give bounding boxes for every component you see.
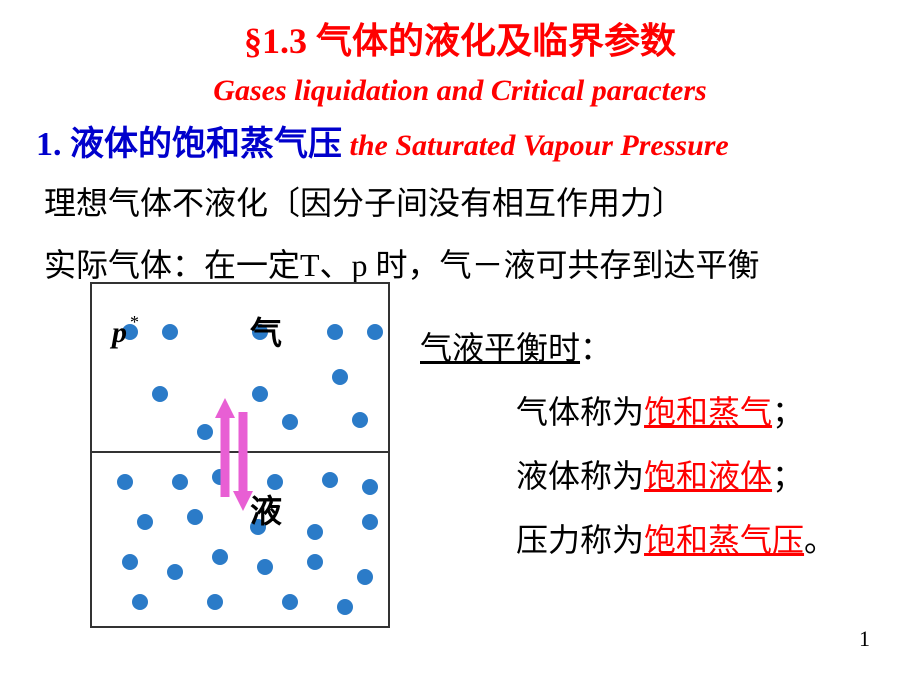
- saturated-liquid-term: 饱和液体: [644, 458, 772, 494]
- subtitle-english: Gases liquidation and Critical paracters: [0, 74, 920, 108]
- equilibrium-line-3: 液体称为饱和液体；: [420, 444, 836, 508]
- equilibrium-term: 气液平衡时: [420, 330, 580, 366]
- section-title: §1.3 气体的液化及临界参数: [0, 0, 920, 64]
- svg-text:p: p: [109, 316, 127, 349]
- svg-text:液: 液: [250, 493, 282, 529]
- saturated-vapor-pressure-term: 饱和蒸气压: [644, 522, 804, 558]
- heading1-english: the Saturated Vapour Pressure: [342, 129, 729, 162]
- equilibrium-line-2: 气体称为饱和蒸气；: [420, 380, 836, 444]
- gas-liquid-diagram: p* 气液: [90, 282, 390, 628]
- saturated-vapor-term: 饱和蒸气: [644, 394, 772, 430]
- body-line-1: 理想气体不液化〔因分子间没有相互作用力〕: [0, 179, 920, 227]
- heading-1: 1. 液体的饱和蒸气压 the Saturated Vapour Pressur…: [0, 116, 920, 165]
- equilibrium-line-1: 气液平衡时：: [420, 316, 836, 380]
- heading1-number: 1.: [36, 126, 62, 163]
- equilibrium-text-block: 气液平衡时： 气体称为饱和蒸气； 液体称为饱和液体； 压力称为饱和蒸气压。: [420, 316, 836, 572]
- svg-text:气: 气: [250, 315, 282, 351]
- heading1-chinese: 液体的饱和蒸气压: [62, 126, 343, 163]
- equilibrium-line-4: 压力称为饱和蒸气压。: [420, 508, 836, 572]
- page-number: 1: [859, 626, 870, 652]
- svg-text:*: *: [130, 312, 139, 332]
